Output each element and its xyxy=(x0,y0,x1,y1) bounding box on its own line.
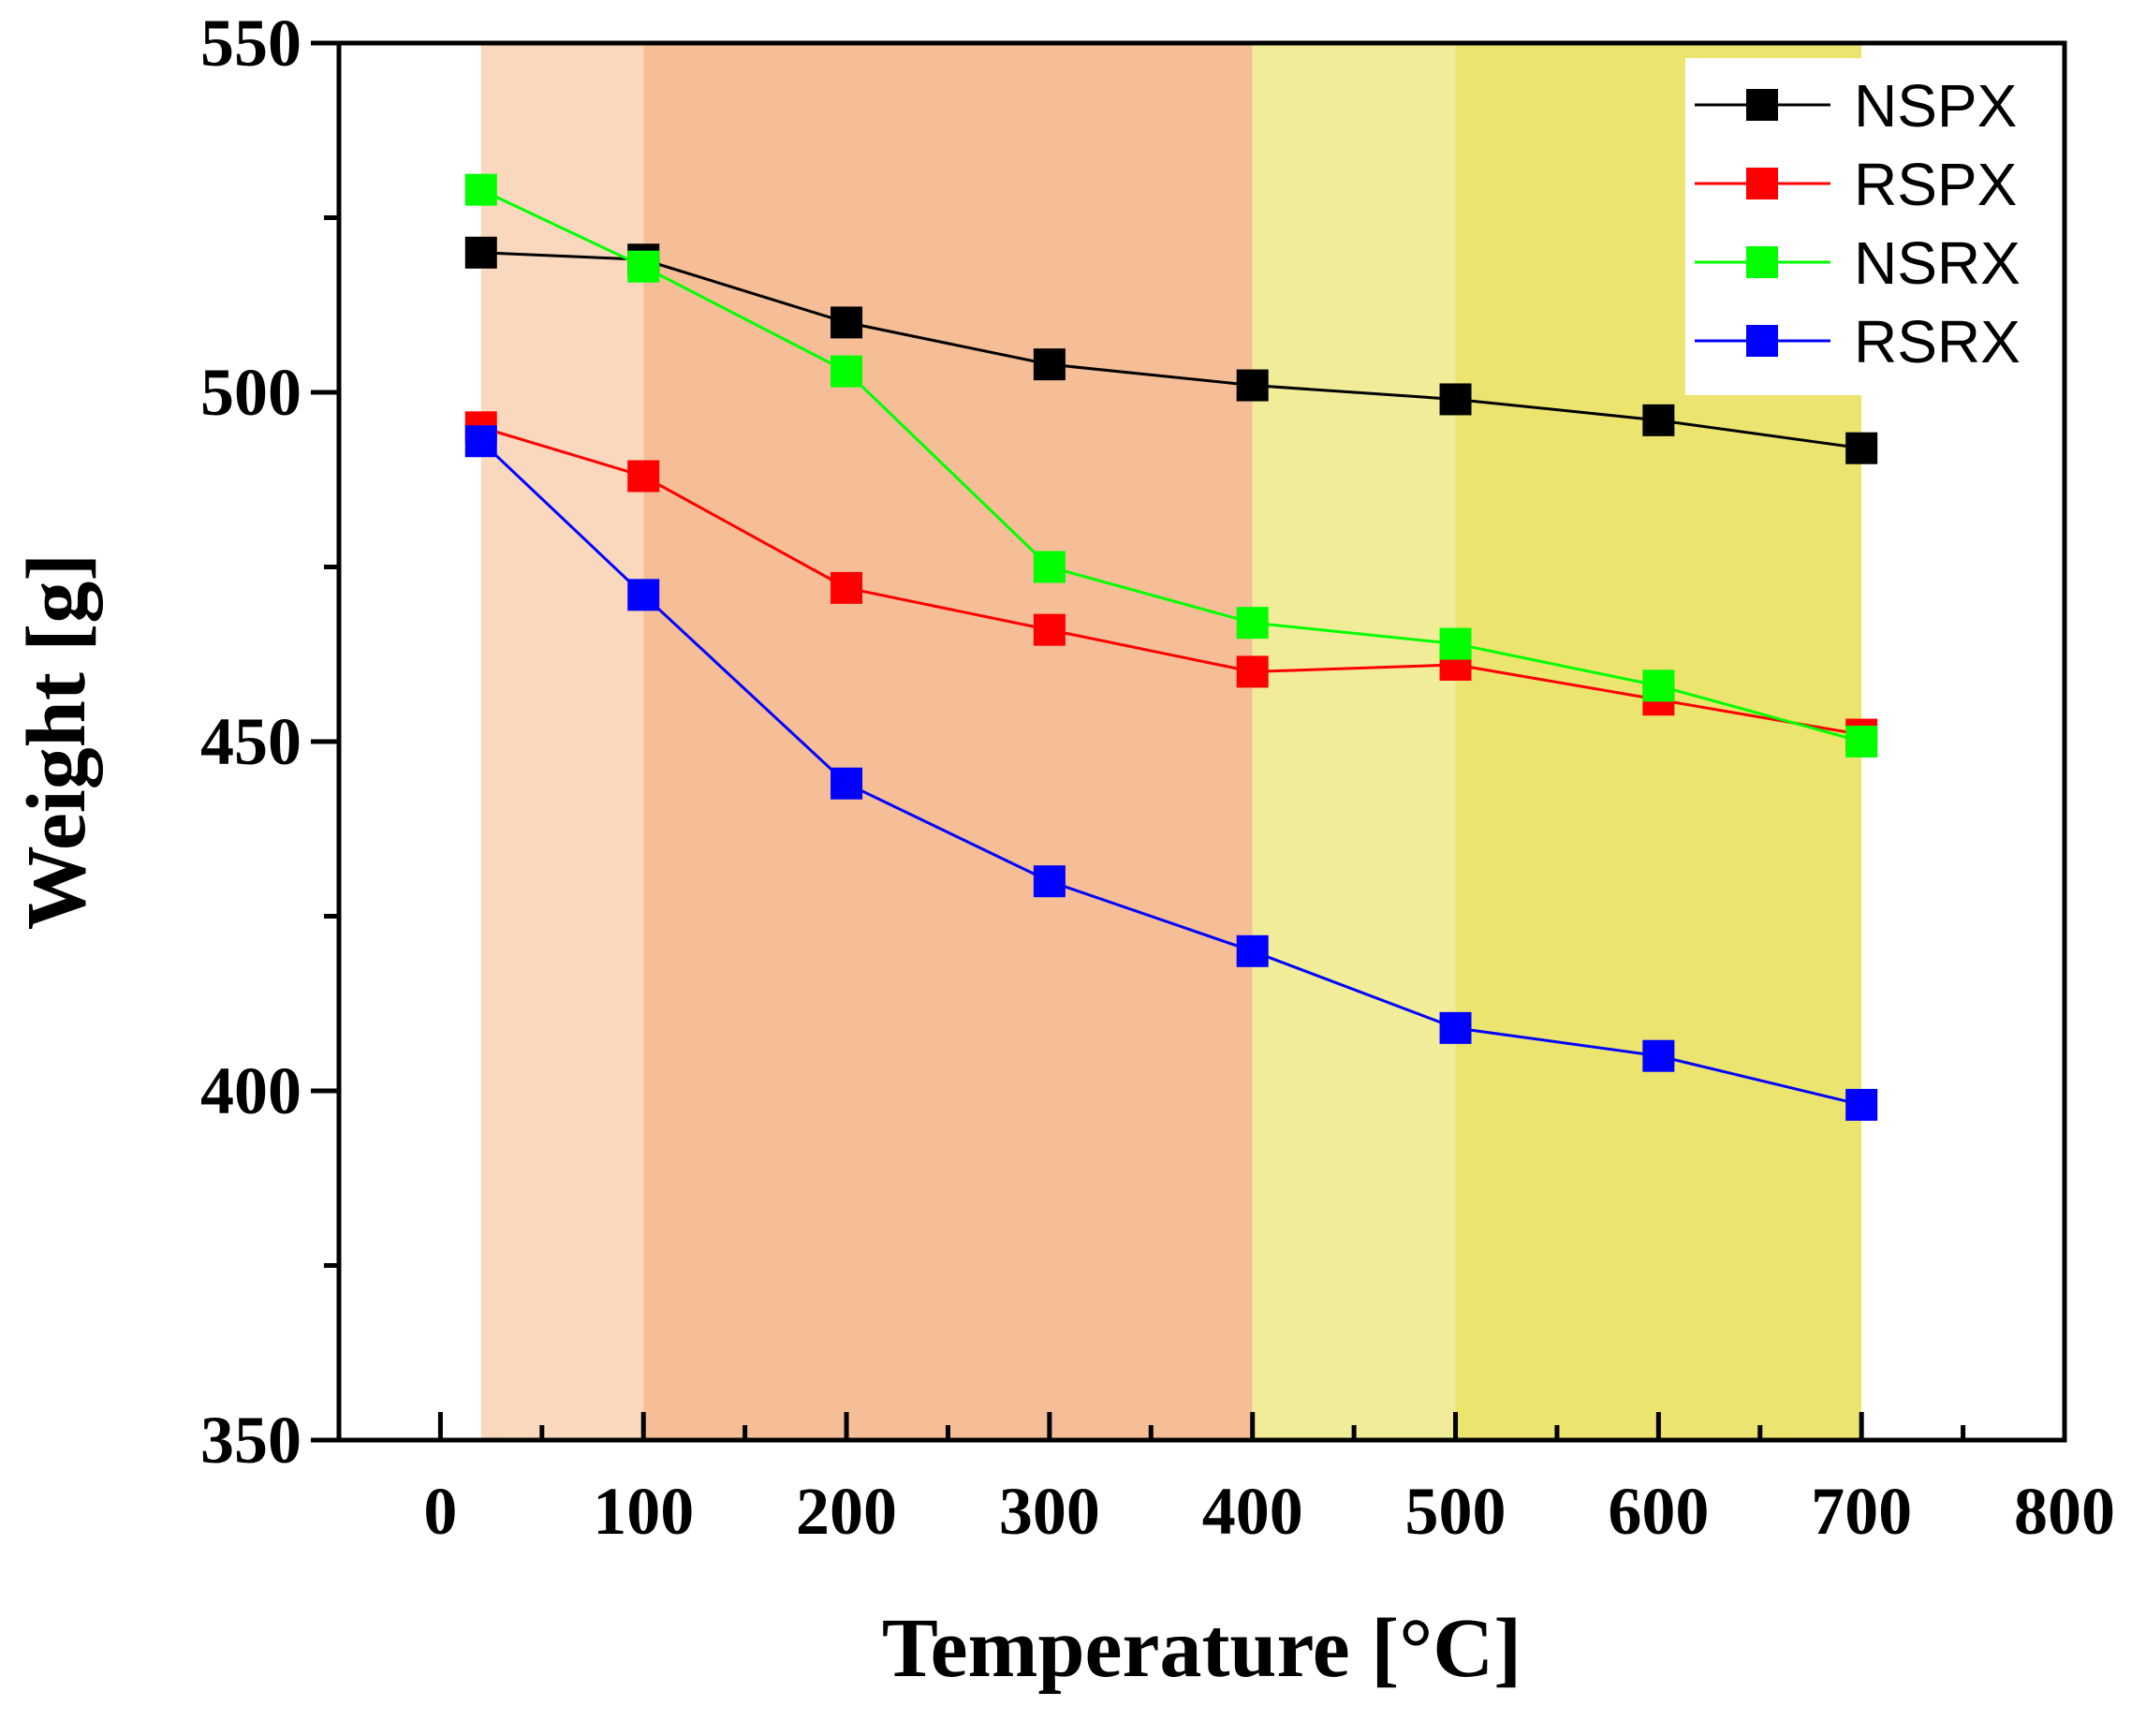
data-point-nsrx xyxy=(1236,607,1269,640)
legend-marker xyxy=(1746,325,1778,357)
data-point-rspx xyxy=(1033,613,1066,646)
series-rspx xyxy=(464,411,1878,751)
data-point-nsrx xyxy=(1845,726,1878,758)
series-line-rspx xyxy=(480,425,1862,737)
data-point-rsrx xyxy=(1439,1011,1472,1044)
data-point-nspx xyxy=(464,236,497,269)
data-point-rsrx xyxy=(1033,865,1066,898)
data-point-rsrx xyxy=(627,579,660,611)
y-tick-label: 500 xyxy=(200,355,301,430)
background-band-3 xyxy=(1252,43,1456,1440)
x-tick-labels: 0 100 200 300 400 500 600 700 800 xyxy=(423,1474,2115,1549)
y-tick-label: 550 xyxy=(200,6,301,81)
y-tick-label: 400 xyxy=(200,1053,301,1128)
data-point-nspx xyxy=(1845,432,1878,464)
x-tick-label: 700 xyxy=(1811,1474,1912,1549)
series-line-nspx xyxy=(480,251,1862,450)
y-tick-labels: 350 400 450 500 550 xyxy=(200,6,301,1478)
data-point-rspx xyxy=(1236,655,1269,688)
legend-item-nsrx: NSRX xyxy=(1695,229,2021,297)
legend-marker xyxy=(1746,89,1778,121)
x-tick-label: 100 xyxy=(593,1474,694,1549)
legend-label: NSRX xyxy=(1854,229,2021,297)
x-tick-label: 600 xyxy=(1608,1474,1709,1549)
series-rsrx xyxy=(464,425,1878,1121)
legend: NSPX RSPX NSRX RSRX xyxy=(1695,72,2021,375)
data-point-rspx xyxy=(830,571,863,604)
x-tick-label: 800 xyxy=(2014,1474,2115,1549)
background-band-1 xyxy=(480,43,644,1440)
legend-label: RSPX xyxy=(1854,151,2017,218)
legend-item-rsrx: RSRX xyxy=(1695,308,2021,375)
x-tick-label: 0 xyxy=(423,1474,457,1549)
series-line-rsrx xyxy=(479,440,1862,1107)
legend-label: NSPX xyxy=(1854,72,2017,140)
legend-label: RSRX xyxy=(1854,308,2021,375)
y-axis-title: Weight [g] xyxy=(10,553,103,930)
x-tick-label: 500 xyxy=(1405,1474,1507,1549)
data-point-nspx xyxy=(830,306,863,339)
data-point-nspx xyxy=(1642,404,1675,436)
series-nsrx xyxy=(464,173,1878,758)
legend-item-rspx: RSPX xyxy=(1695,151,2017,218)
legend-marker xyxy=(1746,246,1778,278)
data-point-nspx xyxy=(1439,383,1472,416)
data-point-nsrx xyxy=(830,355,863,388)
x-tick-label: 300 xyxy=(999,1474,1100,1549)
data-point-rsrx xyxy=(464,425,497,458)
y-tick-label: 450 xyxy=(200,704,301,779)
data-point-nspx xyxy=(1236,369,1269,402)
series-line-nsrx xyxy=(480,188,1862,743)
data-point-nsrx xyxy=(1439,627,1472,660)
data-point-rsrx xyxy=(1236,934,1269,967)
plot-frame xyxy=(336,40,2067,1443)
data-point-rsrx xyxy=(1845,1088,1878,1121)
data-point-rsrx xyxy=(830,767,863,800)
background-bands xyxy=(480,43,1862,1440)
legend-item-nspx: NSPX xyxy=(1695,72,2017,140)
background-band-2 xyxy=(643,43,1253,1440)
axis-ticks xyxy=(311,40,2067,1443)
x-axis-title: Temperature [°C] xyxy=(882,1602,1521,1695)
x-tick-label: 200 xyxy=(796,1474,897,1549)
legend-marker xyxy=(1746,168,1778,199)
data-point-nsrx xyxy=(1642,669,1675,702)
data-point-rsrx xyxy=(1642,1039,1675,1072)
data-point-nsrx xyxy=(1033,551,1066,583)
data-point-nsrx xyxy=(464,173,497,206)
series-layer xyxy=(464,173,1878,1121)
y-tick-label: 350 xyxy=(200,1403,301,1478)
data-point-nsrx xyxy=(627,250,660,283)
data-point-nspx xyxy=(1033,348,1066,381)
data-point-rspx xyxy=(627,460,660,493)
x-tick-label: 400 xyxy=(1202,1474,1303,1549)
